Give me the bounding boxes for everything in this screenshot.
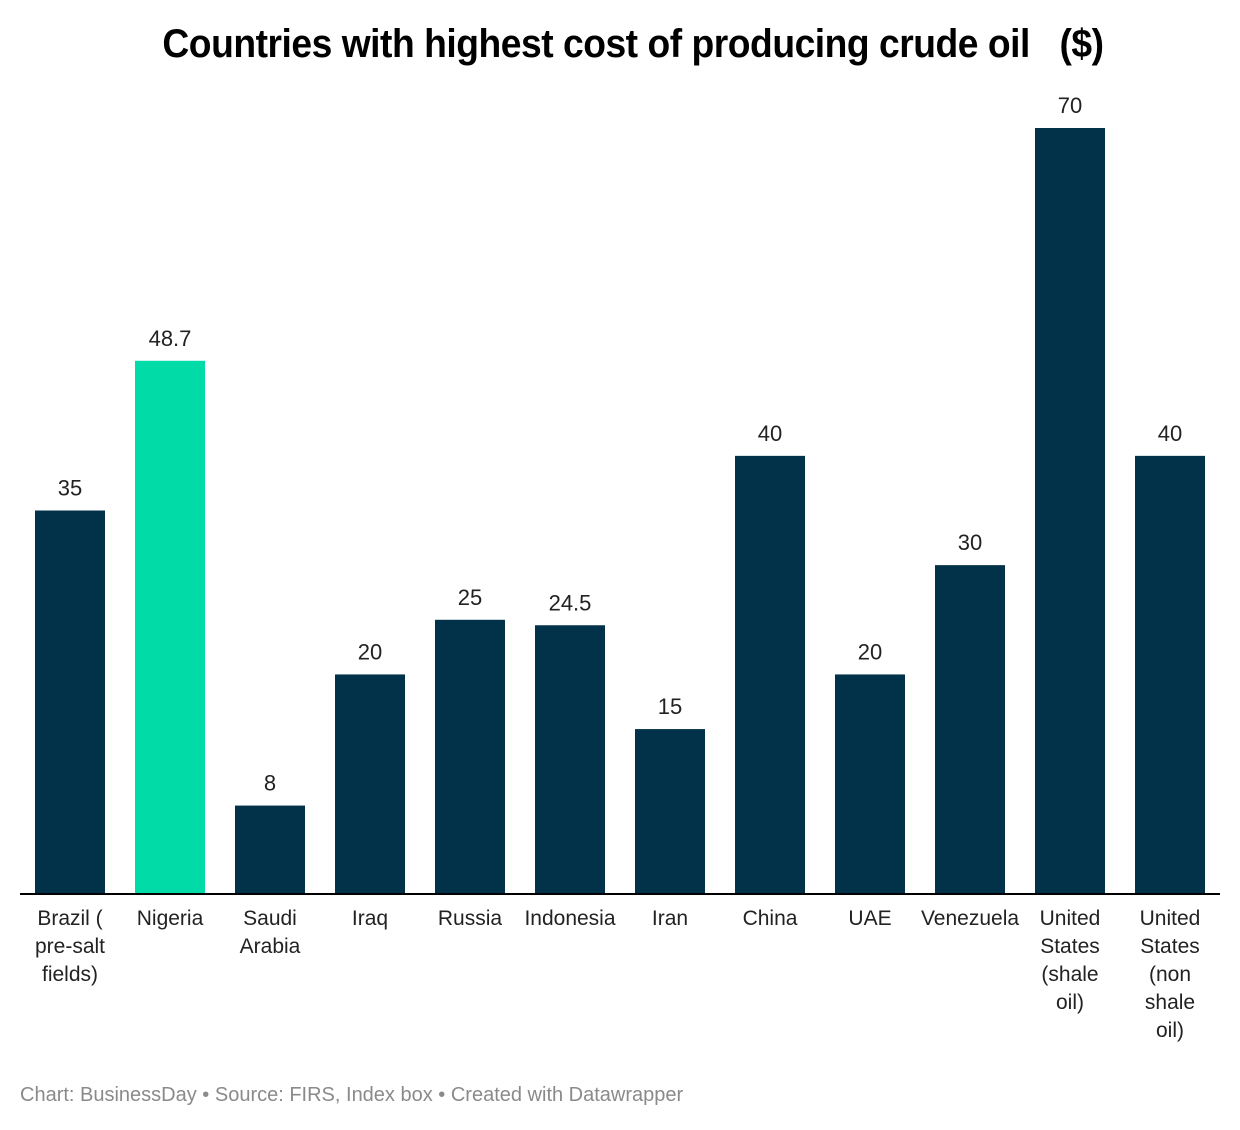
category-label: Iraq: [352, 907, 388, 930]
category-label-line: (shale: [1041, 963, 1098, 986]
category-label-line: Brazil (: [37, 907, 102, 930]
value-label: 24.5: [549, 590, 592, 615]
bar-4: [435, 619, 505, 893]
category-label-line: pre-salt: [35, 935, 105, 958]
value-label: 48.7: [149, 326, 192, 351]
bar-1: [135, 360, 205, 893]
category-label: Brazil ( pre-salt fields): [35, 907, 105, 986]
bar-2: [235, 805, 305, 893]
chart-title: Countries with highest cost of producing…: [162, 22, 1104, 66]
category-label-line: Russia: [438, 907, 503, 930]
bar-7: [735, 455, 805, 893]
category-label-line: States: [1140, 935, 1200, 958]
bar-10: [1035, 128, 1105, 893]
category-label-line: Indonesia: [524, 907, 615, 930]
bar-chart: 35 48.7 8 20 25 24.5 15 40 20 30 70 40 Brazil ( pre-…: [20, 93, 1220, 1042]
category-label: Saudi Arabia: [240, 907, 301, 958]
value-label: 40: [1158, 421, 1182, 446]
value-label: 20: [358, 639, 382, 664]
value-label: 30: [958, 530, 982, 555]
value-labels-group: 35 48.7 8 20 25 24.5 15 40 20 30 70 40: [58, 93, 1182, 796]
category-label-line: oil): [1056, 991, 1084, 1014]
category-label: UAE: [848, 907, 891, 930]
category-label: China: [743, 907, 798, 930]
value-label: 15: [658, 694, 682, 719]
category-label: Iran: [652, 907, 688, 930]
category-label-line: Iran: [652, 907, 688, 930]
category-label-line: shale: [1145, 991, 1195, 1014]
chart-footer-credits: Chart: BusinessDay • Source: FIRS, Index…: [20, 1084, 684, 1106]
category-label: United States (shale oil): [1040, 907, 1101, 1014]
value-label: 70: [1058, 93, 1082, 118]
value-label: 25: [458, 585, 482, 610]
value-label: 8: [264, 771, 276, 796]
value-label: 40: [758, 421, 782, 446]
category-label-line: Saudi: [243, 907, 297, 930]
bar-8: [835, 674, 905, 893]
category-label-line: United: [1140, 907, 1201, 930]
category-label-line: Arabia: [240, 935, 301, 958]
value-label: 20: [858, 639, 882, 664]
category-label: Venezuela: [921, 907, 1019, 930]
category-label: Nigeria: [137, 907, 204, 930]
bar-6: [635, 729, 705, 893]
category-label-line: China: [743, 907, 798, 930]
category-label-line: UAE: [848, 907, 891, 930]
bar-11: [1135, 455, 1205, 893]
category-label-line: United: [1040, 907, 1101, 930]
category-label-line: Nigeria: [137, 907, 204, 930]
category-label: Russia: [438, 907, 503, 930]
category-label-line: fields): [42, 963, 98, 986]
category-labels-group: Brazil ( pre-salt fields) Nigeria Saudi Arabi…: [35, 907, 1200, 1042]
category-label-line: Venezuela: [921, 907, 1019, 930]
bar-5: [535, 625, 605, 893]
category-label-line: (non: [1149, 963, 1191, 986]
category-label: Indonesia: [524, 907, 615, 930]
bar-9: [935, 565, 1005, 893]
bar-0: [35, 510, 105, 893]
category-label: United States (non shale oil): [1140, 907, 1201, 1042]
category-label-line: States: [1040, 935, 1100, 958]
value-label: 35: [58, 476, 82, 501]
bar-3: [335, 674, 405, 893]
bars-group: [35, 128, 1205, 893]
category-label-line: Iraq: [352, 907, 388, 930]
category-label-line: oil): [1156, 1019, 1184, 1042]
